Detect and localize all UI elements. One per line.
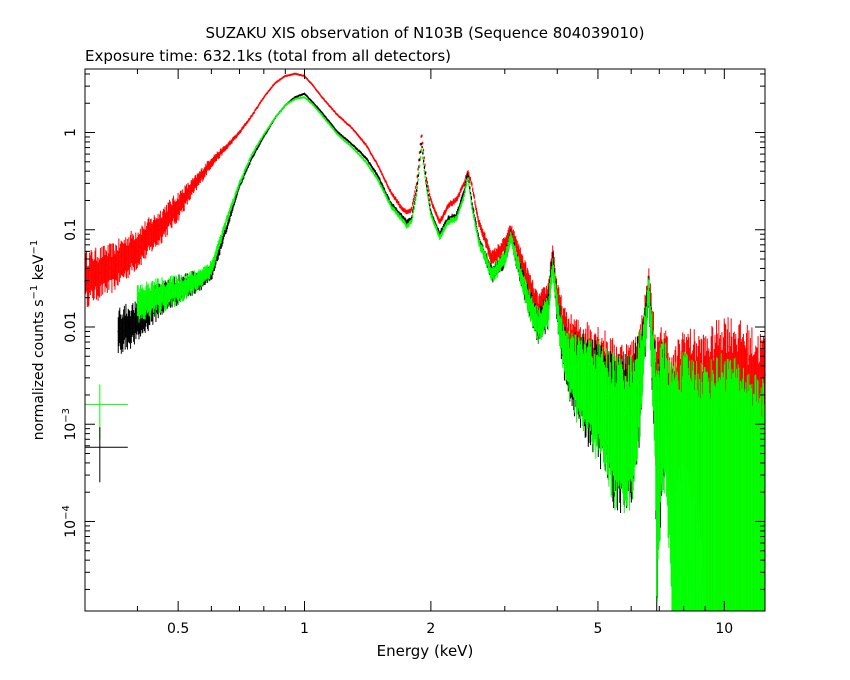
y-axis-label: normalized counts s−1 keV−1 [29,240,47,441]
x-tick-label: 2 [426,621,435,637]
plot-frame [84,68,766,612]
y-axis-label-sup2: −1 [29,240,40,255]
y-tick-label-base: 10 [63,423,79,441]
y-tick-label: 0.1 [63,219,79,241]
x-axis-label: Energy (keV) [377,642,474,660]
y-tick-label-base: 10 [63,520,79,538]
x-tick-label: 10 [715,621,733,637]
chart-subtitle: Exposure time: 632.1ks (total from all d… [85,47,451,65]
y-axis-label-mid: keV [31,254,47,285]
y-tick-label: 1 [63,128,79,137]
series-2 [136,96,766,611]
y-axis-label-main: normalized counts s [31,299,47,440]
x-tick-label: 1 [300,621,309,637]
y-tick-label: 0.01 [63,311,79,342]
y-tick-label: 10−3 [61,408,79,441]
x-tick-label: 0.5 [167,621,189,637]
y-tick-label: 10−4 [61,505,79,538]
y-tick-label-exp: −4 [61,505,72,520]
chart-title: SUZAKU XIS observation of N103B (Sequenc… [206,24,645,42]
data-layer [84,72,766,611]
y-tick-label-exp: −3 [61,408,72,423]
x-tick-label: 5 [593,621,602,637]
y-axis-label-sup1: −1 [29,285,40,300]
